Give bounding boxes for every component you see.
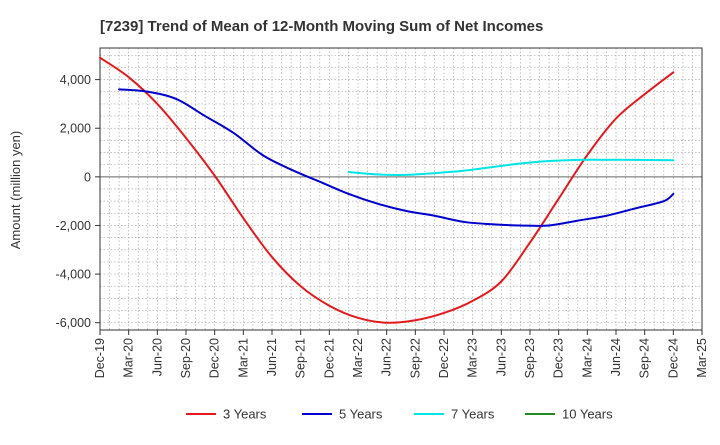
x-tick-label: Dec-20 [208, 338, 222, 378]
y-axis-label: Amount (million yen) [8, 131, 23, 250]
x-tick-label: Sep-24 [638, 338, 652, 378]
legend-label: 7 Years [451, 407, 495, 422]
x-tick-label: Sep-21 [294, 338, 308, 378]
y-tick-label: -4,000 [56, 268, 91, 282]
y-tick-label: 0 [84, 170, 91, 184]
x-tick-label: Mar-23 [466, 338, 480, 378]
y-tick-label: 4,000 [60, 73, 91, 87]
x-tick-label: Mar-20 [122, 338, 136, 378]
x-tick-label: Mar-24 [580, 338, 594, 378]
chart-title: [7239] Trend of Mean of 12-Month Moving … [100, 18, 543, 35]
legend-item: 10 Years [525, 407, 613, 422]
legend-item: 7 Years [414, 407, 495, 422]
axes: -6,000 -4,000 -2,000 0 2,000 4,000 Dec-19 Mar-2… [56, 47, 709, 378]
x-tick-label: Sep-22 [408, 338, 422, 378]
legend-label: 5 Years [339, 407, 383, 422]
plot-frame [99, 47, 703, 331]
series-lines [99, 56, 675, 324]
legend-label: 10 Years [562, 407, 613, 422]
x-tick-label: Dec-24 [666, 338, 680, 378]
x-tick-label: Dec-23 [552, 338, 566, 378]
x-tick-label: Dec-21 [322, 338, 336, 378]
x-tick-label: Jun-20 [150, 338, 164, 376]
series-line-7-years [347, 158, 675, 176]
grid [100, 48, 702, 330]
y-tick-label: -2,000 [56, 219, 91, 233]
x-tick-label: Jun-23 [494, 338, 508, 376]
x-tick-label: Mar-25 [695, 338, 709, 378]
legend-item: 3 Years [186, 407, 267, 422]
legend-item: 5 Years [302, 407, 383, 422]
x-tick-label: Dec-22 [437, 338, 451, 378]
series-line-3-years [99, 56, 675, 324]
x-tick-label: Jun-21 [265, 338, 279, 376]
x-tick-label: Mar-22 [351, 338, 365, 378]
x-tick-label: Mar-21 [236, 338, 250, 378]
x-tick-label: Jun-24 [609, 338, 623, 376]
x-tick-label: Jun-22 [380, 338, 394, 376]
legend: 3 Years 5 Years 7 Years 10 Years [186, 407, 613, 422]
x-tick-label: Dec-19 [93, 338, 107, 378]
series-line-5-years [118, 88, 675, 227]
y-tick-label: 2,000 [60, 122, 91, 136]
y-tick-label: -6,000 [56, 316, 91, 330]
legend-label: 3 Years [223, 407, 267, 422]
x-tick-label: Sep-23 [523, 338, 537, 378]
x-tick-label: Sep-20 [179, 338, 193, 378]
